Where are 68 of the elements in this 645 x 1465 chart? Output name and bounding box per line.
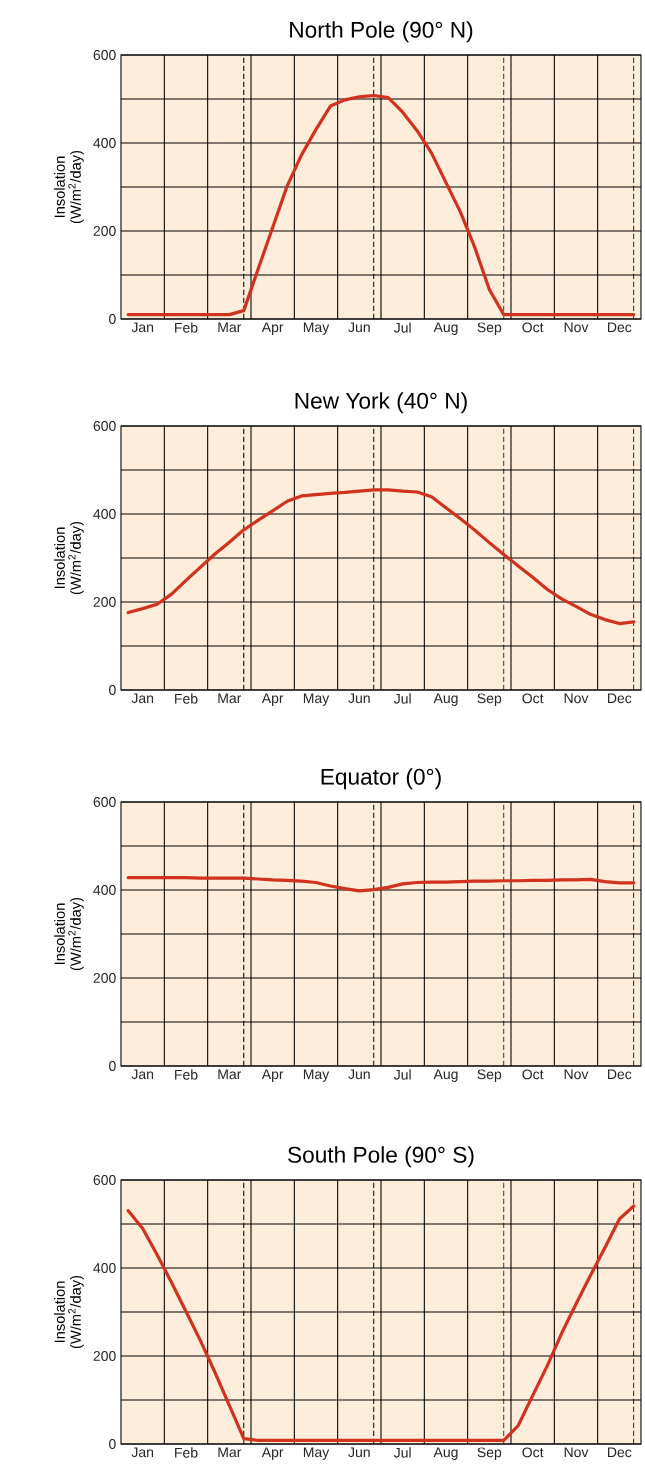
x-tick-label: Oct bbox=[522, 1447, 544, 1458]
y-tick-label: 200 bbox=[93, 1351, 116, 1361]
x-tick-label: Mar bbox=[218, 1447, 242, 1458]
x-tick-label: Oct bbox=[522, 322, 544, 333]
x-tick-label: Feb bbox=[175, 1447, 198, 1458]
x-tick-label: Jun bbox=[348, 322, 370, 333]
x-tick-label: Sep bbox=[477, 1447, 502, 1461]
y-tick-label: 200 bbox=[93, 226, 116, 236]
x-tick-label: Feb bbox=[175, 322, 198, 333]
x-tick-label: Jun bbox=[348, 693, 370, 704]
x-tick-label: Oct bbox=[522, 693, 544, 704]
x-tick-label: Apr bbox=[261, 1447, 284, 1460]
x-tick-label: Jun bbox=[348, 1069, 370, 1080]
x-tick-label: May bbox=[303, 693, 330, 706]
chart-title: Equator (0°) bbox=[321, 768, 441, 790]
x-tick-label: Aug bbox=[433, 1069, 458, 1082]
chart-title: South Pole (90° S) bbox=[288, 1146, 474, 1168]
y-tick-label: 0 bbox=[109, 314, 116, 324]
x-tick-label: Mar bbox=[218, 693, 242, 704]
x-tick-label: Sep bbox=[477, 322, 502, 336]
x-tick-label: Aug bbox=[433, 693, 458, 706]
x-tick-label: May bbox=[303, 322, 330, 335]
x-tick-label: Nov bbox=[564, 693, 589, 704]
x-tick-label: May bbox=[303, 1069, 330, 1082]
x-tick-label: Jan bbox=[131, 322, 154, 333]
x-tick-label: Apr bbox=[261, 693, 284, 706]
y-tick-label: 0 bbox=[109, 1439, 116, 1449]
x-tick-label: Nov bbox=[564, 1447, 589, 1458]
x-tick-label: Feb bbox=[175, 693, 198, 704]
chart-title: New York (40° N) bbox=[295, 392, 467, 414]
y-tick-label: 200 bbox=[93, 973, 116, 983]
x-tick-label: Sep bbox=[477, 693, 502, 707]
x-tick-label: Aug bbox=[433, 1447, 458, 1460]
y-tick-label: 600 bbox=[93, 421, 116, 431]
chart-title: North Pole (90° N) bbox=[290, 21, 473, 43]
x-tick-label: Jul bbox=[393, 693, 411, 704]
y-tick-label: 600 bbox=[93, 1175, 116, 1185]
y-tick-label: 400 bbox=[93, 885, 116, 895]
x-tick-label: Jun bbox=[348, 1447, 370, 1458]
y-tick-label: 400 bbox=[93, 1263, 116, 1273]
x-tick-label: Nov bbox=[564, 322, 589, 333]
y-tick-label: 400 bbox=[93, 138, 116, 148]
x-tick-label: Aug bbox=[433, 322, 458, 335]
x-tick-label: Feb bbox=[175, 1069, 198, 1080]
x-tick-label: May bbox=[303, 1447, 330, 1460]
x-tick-label: Jan bbox=[131, 1447, 154, 1458]
x-tick-label: Dec bbox=[608, 1069, 632, 1080]
y-tick-label: 0 bbox=[109, 685, 116, 695]
x-tick-label: Jul bbox=[393, 1069, 411, 1080]
x-tick-label: Dec bbox=[608, 1447, 632, 1458]
x-tick-label: Sep bbox=[477, 1069, 502, 1083]
x-tick-label: Dec bbox=[608, 693, 632, 704]
x-tick-label: Apr bbox=[261, 1069, 284, 1082]
x-tick-label: Jan bbox=[131, 693, 154, 704]
x-tick-label: Jul bbox=[393, 1447, 411, 1458]
x-tick-label: Jul bbox=[393, 322, 411, 333]
x-tick-label: Mar bbox=[218, 1069, 242, 1080]
y-tick-label: 200 bbox=[93, 597, 116, 607]
x-tick-label: Dec bbox=[608, 322, 632, 333]
x-tick-label: Mar bbox=[218, 322, 242, 333]
x-tick-label: Oct bbox=[522, 1069, 544, 1080]
y-tick-label: 0 bbox=[109, 1061, 116, 1071]
y-tick-label: 600 bbox=[93, 797, 116, 807]
y-tick-label: 400 bbox=[93, 509, 116, 519]
x-tick-label: Nov bbox=[564, 1069, 589, 1080]
x-tick-label: Apr bbox=[261, 322, 284, 335]
y-tick-label: 600 bbox=[93, 50, 116, 60]
x-tick-label: Jan bbox=[131, 1069, 154, 1080]
